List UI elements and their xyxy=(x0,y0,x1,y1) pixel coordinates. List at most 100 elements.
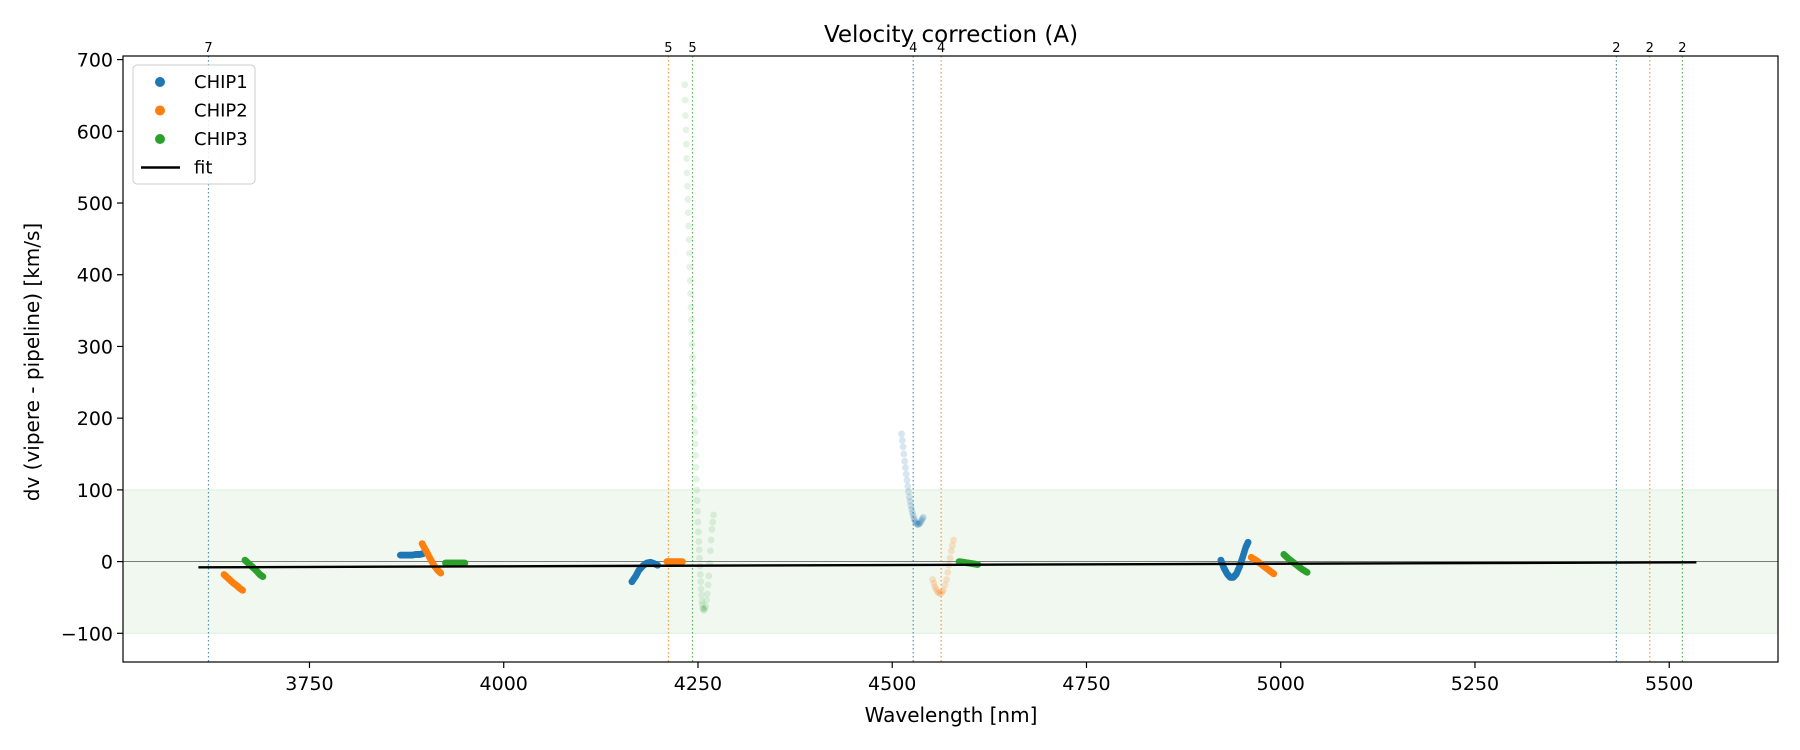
chip3-point-2-11-1 xyxy=(690,391,698,399)
order-line-label-0: 7 xyxy=(204,41,212,56)
chip3-point-2-22-0 xyxy=(698,597,706,605)
x-tick-label-4: 4750 xyxy=(1062,673,1110,695)
chip3-point-2-0-0 xyxy=(681,81,689,89)
chip2-point-3-1-0 xyxy=(931,583,939,591)
y-tick-label-8: 700 xyxy=(77,50,113,72)
chip2-point-3-8-0 xyxy=(950,536,958,544)
x-tick-label-3: 4500 xyxy=(868,673,916,695)
legend-box xyxy=(132,64,256,185)
chip1-point-2-11-1 xyxy=(916,520,923,527)
y-tick-label-1: 0 xyxy=(101,552,113,574)
chip1-point-2-8-1 xyxy=(911,516,919,524)
chip1-point-2-5-0 xyxy=(905,493,913,501)
chip3-point-2-26-1 xyxy=(704,581,712,589)
chip1-point-2-2-0 xyxy=(901,457,909,465)
chip2-point-3-4-1 xyxy=(941,581,949,589)
chip1-point-2-6-1 xyxy=(908,505,916,513)
legend-marker-chip1 xyxy=(155,77,165,87)
legend-marker-chip3 xyxy=(155,134,165,144)
x-tick-label-1: 4000 xyxy=(480,673,528,695)
x-tick-label-7: 5500 xyxy=(1645,673,1693,695)
chip3-point-2-25-0 xyxy=(702,602,710,610)
y-tick-label-2: 100 xyxy=(77,480,113,502)
chip3-point-2-5-1 xyxy=(685,236,693,243)
chip2-point-0-6-0 xyxy=(239,586,247,594)
chip3-point-2-28-0 xyxy=(707,547,714,555)
x-tick-label-6: 5250 xyxy=(1451,673,1499,695)
chip3-point-2-18-1 xyxy=(695,546,703,554)
y-tick-label-7: 600 xyxy=(77,121,113,143)
chip3-point-2-29-0 xyxy=(708,525,716,533)
chip3-point-2-1-1 xyxy=(682,126,690,134)
chip3-point-2-5-0 xyxy=(685,222,693,230)
chip1-point-2-3-1 xyxy=(903,476,911,484)
chip1-point-2-14-0 xyxy=(919,513,927,521)
chart-title: Velocity correction (A) xyxy=(824,22,1078,48)
series-chip1 xyxy=(396,430,1252,586)
y-axis-label: dv (vipere - pipeline) [km/s] xyxy=(20,223,44,501)
chip3-point-2-9-0 xyxy=(688,328,696,336)
chip3-point-2-15-1 xyxy=(693,486,701,494)
plot-frame xyxy=(122,55,1779,663)
chip1-point-3-9-0 xyxy=(1244,538,1252,546)
legend-label-fit: fit xyxy=(194,158,212,179)
chip3-point-2-29-1 xyxy=(709,518,717,526)
chip3-point-2-8-1 xyxy=(687,316,695,323)
order-line-label-4: 4 xyxy=(937,41,945,56)
chip3-point-2-10-0 xyxy=(689,353,696,361)
chip3-point-2-18-0 xyxy=(695,538,703,545)
chip1-point-2-3-0 xyxy=(902,470,910,478)
chip3-point-2-15-0 xyxy=(693,475,700,483)
chip3-point-2-14-0 xyxy=(692,452,700,459)
chip3-point-2-23-0 xyxy=(699,604,707,612)
chip3-point-2-16-0 xyxy=(693,497,701,505)
chip2-point-3-0-1 xyxy=(930,579,938,587)
y-tick-label-0: −100 xyxy=(61,623,113,645)
chip3-point-2-20-0 xyxy=(696,571,704,578)
chip3-point-2-8-0 xyxy=(687,303,695,311)
chip3-point-2-16-1 xyxy=(694,507,701,515)
chip2-point-3-7-1 xyxy=(949,542,956,549)
chip2-point-3-2-0 xyxy=(933,588,941,596)
chip3-point-2-26-0 xyxy=(703,590,711,598)
chip1-point-2-9-0 xyxy=(912,518,919,526)
y-tick-label-4: 300 xyxy=(77,336,113,358)
legend-marker-chip2 xyxy=(155,105,165,116)
chip1-point-2-4-1 xyxy=(905,488,912,496)
chip2-point-3-0-0 xyxy=(929,576,937,583)
chip2-point-3-5-0 xyxy=(943,576,951,583)
chip1-point-2-0-0 xyxy=(898,430,905,438)
chip2-point-3-7-0 xyxy=(947,547,955,555)
chip3-point-2-9-1 xyxy=(688,341,696,349)
order-line-label-2: 5 xyxy=(688,41,696,56)
chip2-point-3-5-1 xyxy=(944,568,952,576)
chip2-point-3-4-0 xyxy=(940,586,947,594)
chip2-point-3-2-1 xyxy=(935,589,943,597)
chip3-point-1-5-0 xyxy=(461,559,469,567)
chip3-point-2-24-0 xyxy=(700,606,708,614)
x-tick-label-2: 4250 xyxy=(674,673,722,695)
x-tick-label-0: 3750 xyxy=(285,673,333,695)
plot-inner xyxy=(123,56,1778,662)
chip3-point-2-22-1 xyxy=(698,601,706,609)
x-axis-label: Wavelength [nm] xyxy=(865,703,1038,727)
chip3-point-2-7-1 xyxy=(687,290,694,298)
chip3-point-2-24-1 xyxy=(701,604,709,612)
chip3-point-4-5-0 xyxy=(1303,568,1311,576)
chip3-point-2-3-0 xyxy=(683,169,691,177)
chip3-point-0-5-0 xyxy=(259,573,267,581)
chip2-point-3-3-0 xyxy=(936,590,944,598)
chip1-point-2-12-1 xyxy=(917,518,925,525)
legend-label-chip2: CHIP2 xyxy=(194,101,248,122)
legend: CHIP1 CHIP2 CHIP3 fit xyxy=(132,64,256,185)
chip3-point-2-6-0 xyxy=(686,249,693,257)
order-line-label-1: 5 xyxy=(664,41,672,56)
chip3-point-2-17-0 xyxy=(694,518,702,526)
chip3-point-2-13-1 xyxy=(691,440,699,448)
chip1-point-2-1-1 xyxy=(900,450,908,458)
chip3-point-2-0-1 xyxy=(681,96,689,104)
chip3-point-2-2-0 xyxy=(682,140,690,148)
series-chip2 xyxy=(220,536,1278,598)
chip3-point-2-12-1 xyxy=(691,416,698,424)
